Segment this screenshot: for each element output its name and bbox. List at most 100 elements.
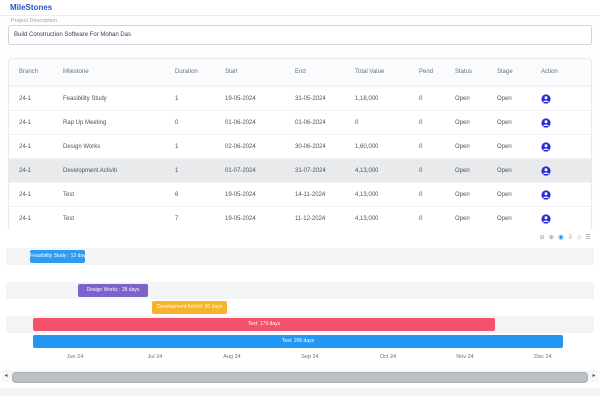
gantt-row: Test: 206 days bbox=[6, 333, 594, 350]
cell-stage: Open bbox=[497, 119, 512, 126]
col-milestone: Milestone bbox=[63, 69, 89, 75]
scroll-right-icon[interactable]: ▸ bbox=[592, 373, 596, 379]
cell-total-value: 1,60,000 bbox=[355, 143, 379, 150]
cell-start: 19-05-2024 bbox=[225, 95, 256, 102]
gantt-bar-design-works[interactable]: Design Works : 28 days bbox=[78, 284, 148, 297]
user-badge-icon bbox=[541, 117, 551, 128]
gantt-toolbar: ⊖ ⊕ ◉ ⇩ ⌂ ☰ bbox=[539, 234, 591, 242]
gantt-bar-development-activiti[interactable]: Development Activiti: 30 days bbox=[152, 301, 227, 314]
cell-total-value: 0 bbox=[355, 119, 359, 126]
table-header-row: Branch Milestone Duration Start End Tota… bbox=[9, 59, 591, 86]
page-title: MileStones bbox=[10, 3, 53, 12]
row-action-button[interactable] bbox=[541, 165, 551, 176]
col-stage: Stage bbox=[497, 69, 513, 75]
cell-end: 11-12-2024 bbox=[295, 215, 326, 222]
user-badge-icon bbox=[541, 213, 551, 224]
cell-stage: Open bbox=[497, 191, 512, 198]
gantt-chart: ⊖ ⊕ ◉ ⇩ ⌂ ☰ Feasibility Study : 12 days … bbox=[0, 230, 600, 366]
cell-status: Open bbox=[455, 215, 470, 222]
cell-pend: 0 bbox=[419, 167, 423, 174]
scroll-left-icon[interactable]: ◂ bbox=[4, 373, 8, 379]
cell-branch: 24-1 bbox=[19, 119, 32, 126]
gantt-row: Design Works : 28 days bbox=[6, 282, 594, 299]
cell-total-value: 4,13,000 bbox=[355, 215, 379, 222]
gantt-row: Feasibility Study : 12 days bbox=[6, 248, 594, 265]
cell-duration: 7 bbox=[175, 215, 179, 222]
cell-milestone: Feasibility Study bbox=[63, 95, 107, 102]
cell-start: 01-06-2024 bbox=[225, 119, 256, 126]
cell-stage: Open bbox=[497, 167, 512, 174]
axis-label: Aug 24 bbox=[223, 354, 241, 360]
gantt-bar-feasibility-study[interactable]: Feasibility Study : 12 days bbox=[30, 250, 85, 263]
cell-status: Open bbox=[455, 167, 470, 174]
project-description-value: Build Construction Software For Mohan Da… bbox=[14, 32, 132, 38]
home-icon[interactable]: ⌂ bbox=[577, 234, 582, 241]
user-badge-icon bbox=[541, 189, 551, 200]
cell-milestone: Test bbox=[63, 215, 75, 222]
cell-branch: 24-1 bbox=[19, 95, 32, 102]
cell-duration: 1 bbox=[175, 167, 179, 174]
table-row[interactable]: 24-1 Test 7 19-05-2024 11-12-2024 4,13,0… bbox=[9, 206, 591, 230]
gantt-row: Test: 179 days bbox=[6, 316, 594, 333]
table-row[interactable]: 24-1 Design Works 1 02-06-2024 30-06-202… bbox=[9, 134, 591, 158]
gantt-row: Development Activiti: 30 days bbox=[6, 299, 594, 316]
cell-end: 31-05-2024 bbox=[295, 95, 326, 102]
bottom-strip bbox=[0, 388, 600, 396]
col-status: Status bbox=[455, 69, 473, 75]
col-pend: Pend bbox=[419, 69, 434, 75]
cell-branch: 24-1 bbox=[19, 167, 32, 174]
table-row[interactable]: 24-1 Test 6 19-05-2024 14-11-2024 4,13,0… bbox=[9, 182, 591, 206]
col-total-value: Total Value bbox=[355, 69, 385, 75]
row-action-button[interactable] bbox=[541, 117, 551, 128]
row-action-button[interactable] bbox=[541, 189, 551, 200]
cell-duration: 1 bbox=[175, 143, 179, 150]
cell-branch: 24-1 bbox=[19, 215, 32, 222]
cell-status: Open bbox=[455, 95, 470, 102]
cell-milestone: Rap Up Meeting bbox=[63, 119, 107, 126]
top-bar: MileStones bbox=[0, 0, 600, 16]
cell-total-value: 4,13,000 bbox=[355, 167, 379, 174]
gantt-bar-test-1[interactable]: Test: 179 days bbox=[33, 318, 495, 331]
cell-pend: 0 bbox=[419, 191, 423, 198]
cell-duration: 1 bbox=[175, 95, 179, 102]
zoom-in-icon[interactable]: ⊕ bbox=[548, 234, 555, 241]
axis-label: Jun 24 bbox=[66, 354, 84, 360]
cell-status: Open bbox=[455, 143, 470, 150]
horizontal-scrollbar[interactable]: ◂ ▸ bbox=[2, 370, 598, 383]
cell-start: 02-06-2024 bbox=[225, 143, 256, 150]
user-badge-icon bbox=[541, 141, 551, 152]
row-action-button[interactable] bbox=[541, 213, 551, 224]
grid-icon[interactable]: ☰ bbox=[585, 234, 591, 241]
download-icon[interactable]: ⇩ bbox=[567, 234, 574, 241]
table-row[interactable]: 24-1 Rap Up Meeting 0 01-06-2024 01-06-2… bbox=[9, 110, 591, 134]
cell-end: 14-11-2024 bbox=[295, 191, 326, 198]
cell-duration: 6 bbox=[175, 191, 179, 198]
search-icon[interactable]: ◉ bbox=[558, 234, 564, 241]
gantt-bar-test-2[interactable]: Test: 206 days bbox=[33, 335, 563, 348]
row-action-button[interactable] bbox=[541, 141, 551, 152]
zoom-out-icon[interactable]: ⊖ bbox=[539, 234, 545, 241]
cell-start: 01-07-2024 bbox=[225, 167, 256, 174]
cell-start: 19-05-2024 bbox=[225, 191, 256, 198]
cell-pend: 0 bbox=[419, 215, 423, 222]
table-row[interactable]: 24-1 Development Activiti 1 01-07-2024 3… bbox=[9, 158, 591, 182]
gantt-row bbox=[6, 265, 594, 282]
col-end: End bbox=[295, 69, 306, 75]
cell-stage: Open bbox=[497, 95, 512, 102]
project-description-field[interactable]: Build Construction Software For Mohan Da… bbox=[8, 25, 592, 45]
cell-duration: 0 bbox=[175, 119, 179, 126]
cell-milestone: Design Works bbox=[63, 143, 101, 150]
cell-total-value: 1,18,000 bbox=[355, 95, 379, 102]
user-badge-icon bbox=[541, 165, 551, 176]
cell-milestone: Development Activiti bbox=[63, 167, 118, 174]
axis-label: Oct 24 bbox=[379, 354, 397, 360]
cell-pend: 0 bbox=[419, 119, 423, 126]
cell-stage: Open bbox=[497, 215, 512, 222]
scrollbar-thumb[interactable] bbox=[12, 371, 588, 383]
table-row[interactable]: 24-1 Feasibility Study 1 19-05-2024 31-0… bbox=[9, 86, 591, 110]
cell-end: 30-06-2024 bbox=[295, 143, 326, 150]
row-action-button[interactable] bbox=[541, 93, 551, 104]
gantt-rows: Feasibility Study : 12 days Design Works… bbox=[6, 248, 594, 350]
cell-start: 19-05-2024 bbox=[225, 215, 256, 222]
